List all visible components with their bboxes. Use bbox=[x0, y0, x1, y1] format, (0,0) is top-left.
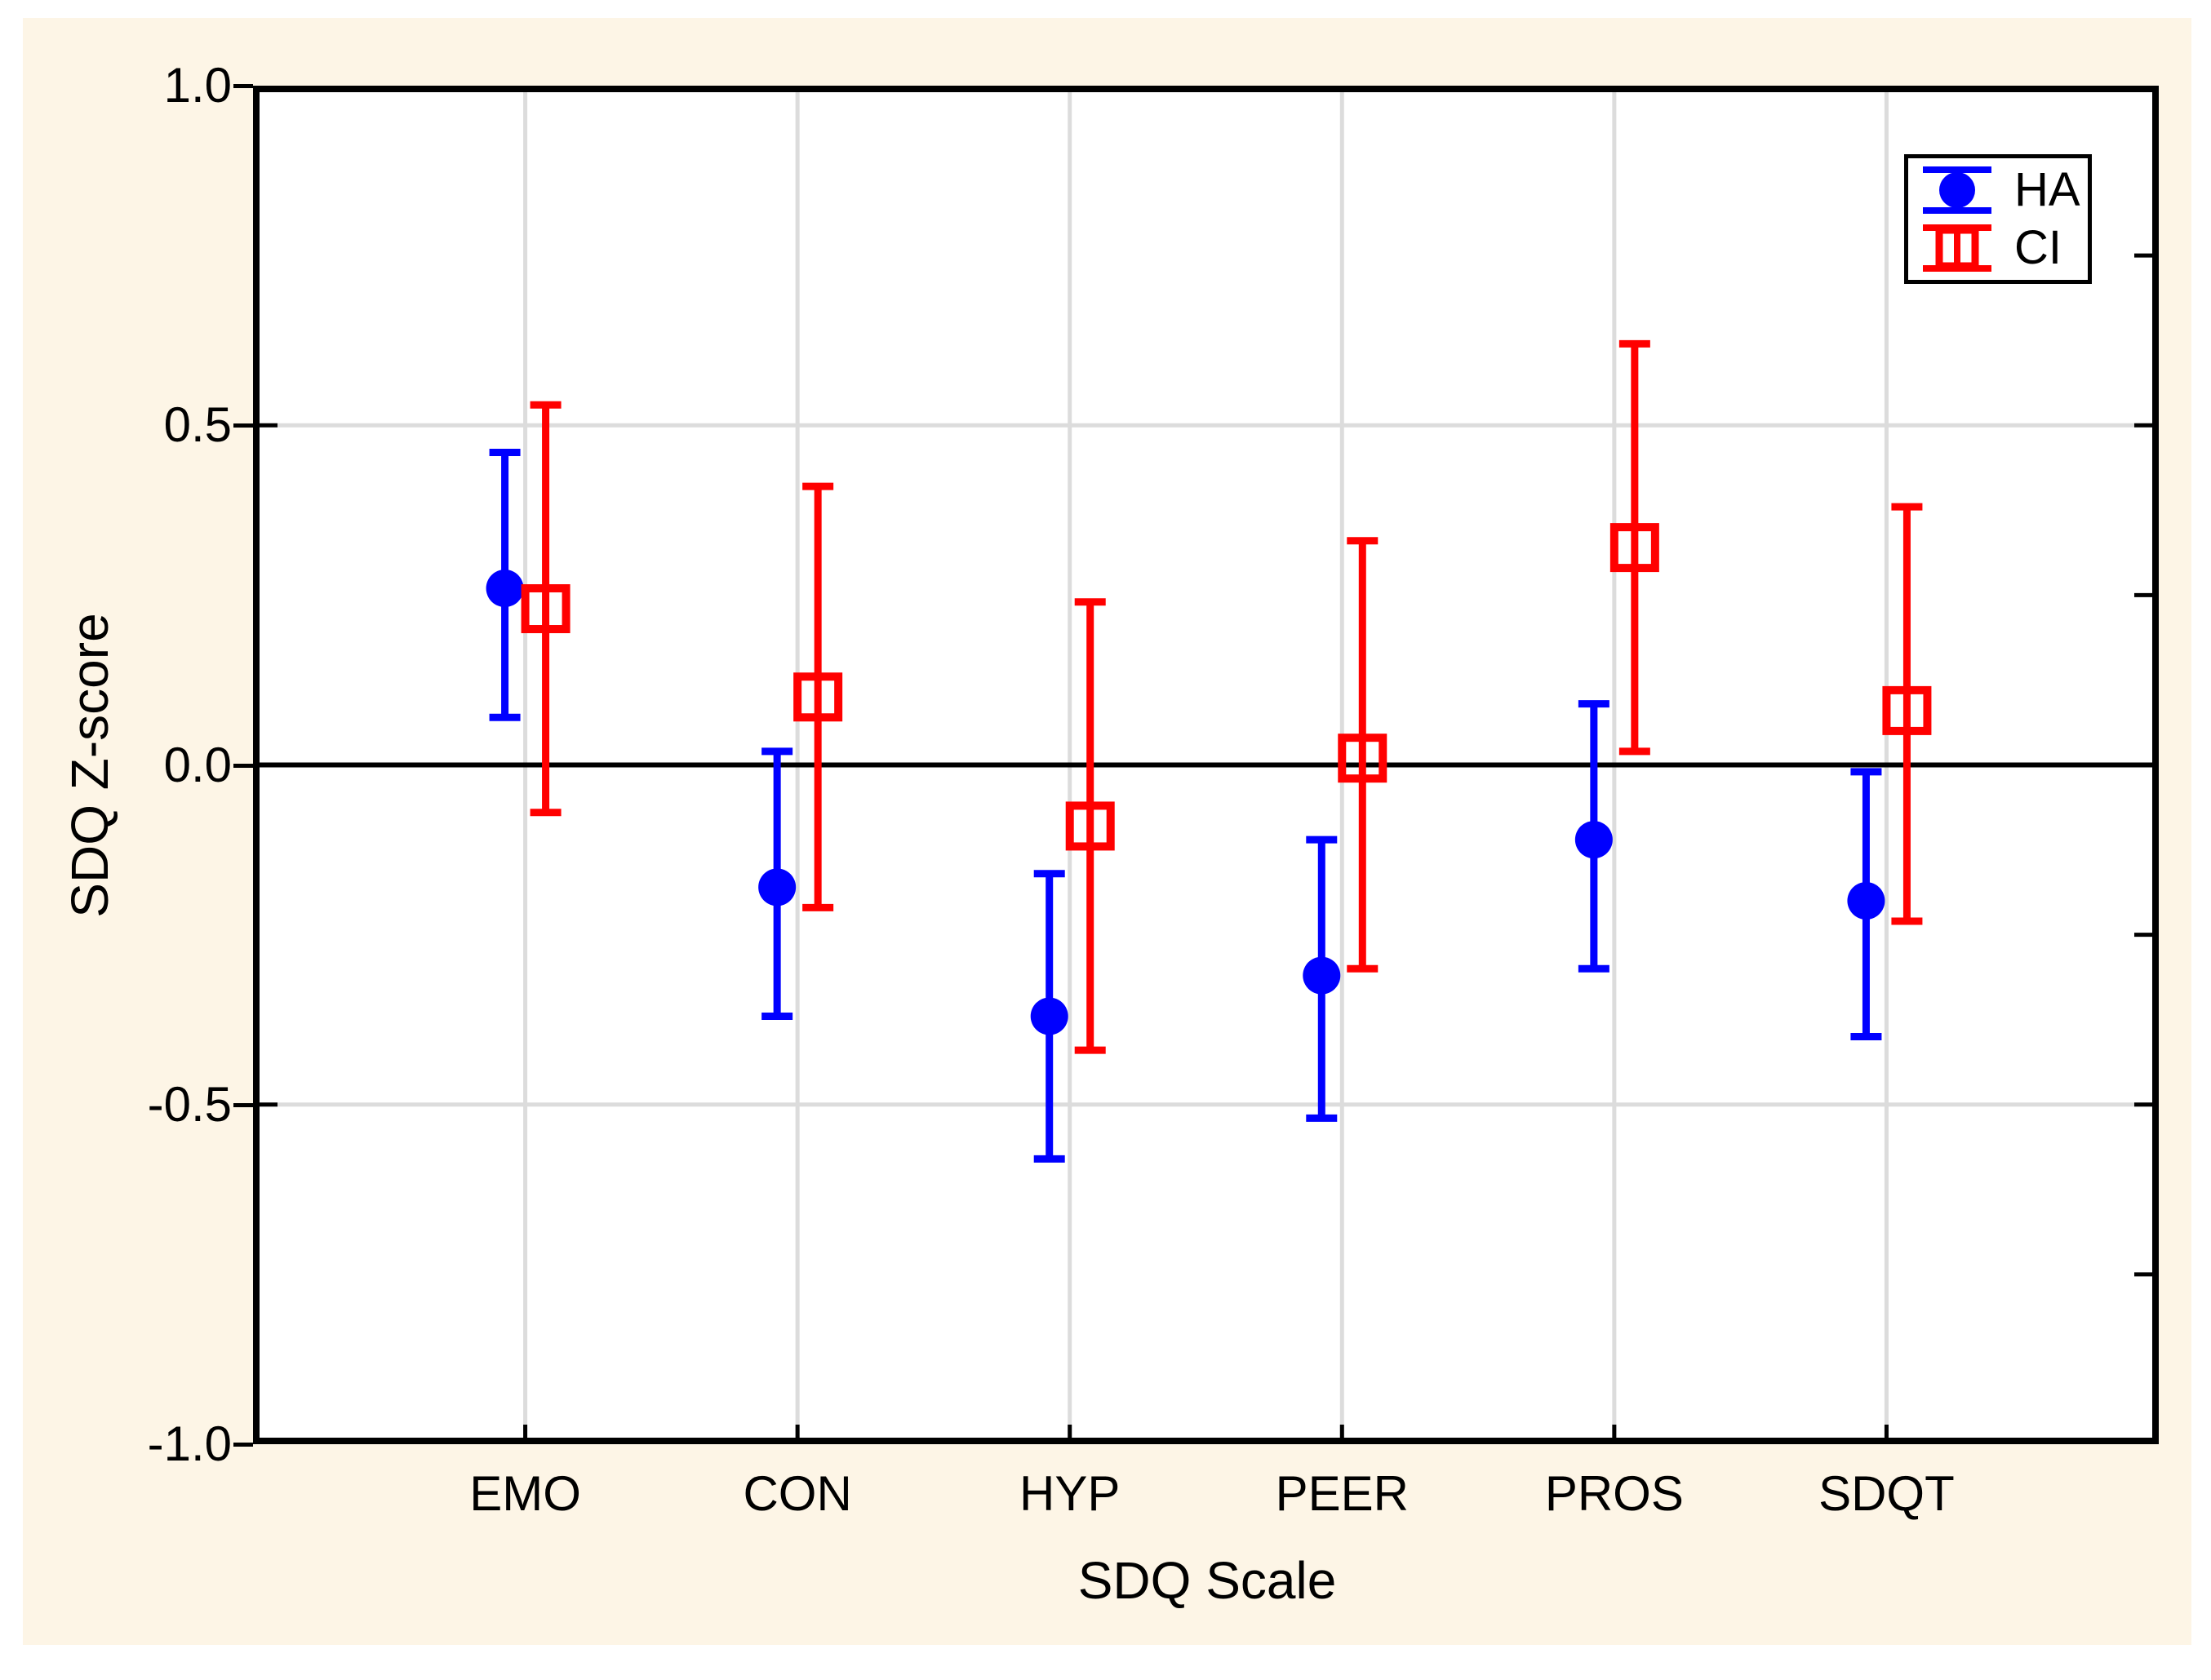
legend-entry-ha: HA bbox=[1920, 163, 2088, 217]
y-tick-label: 0.5 bbox=[163, 397, 232, 453]
plot-border bbox=[253, 86, 2159, 1444]
x-tick-label-pros: PROS bbox=[1544, 1466, 1684, 1521]
ci-marker bbox=[1065, 801, 1115, 851]
ha-marker bbox=[1030, 997, 1068, 1035]
ha-marker bbox=[1847, 882, 1885, 920]
y-tick-mark bbox=[233, 423, 253, 428]
ci-marker bbox=[1882, 685, 1932, 735]
legend-square-marker bbox=[1935, 226, 1979, 270]
legend-circle-marker bbox=[1939, 172, 1975, 209]
ci-marker-icon bbox=[1923, 224, 1991, 272]
x-axis-title: SDQ Scale bbox=[1077, 1551, 1337, 1610]
legend: HA CI bbox=[1904, 154, 2092, 284]
ci-marker bbox=[793, 672, 843, 722]
x-tick-label-hyp: HYP bbox=[1019, 1466, 1121, 1521]
ci-marker bbox=[521, 584, 571, 634]
y-tick-mark bbox=[233, 84, 253, 88]
ci-marker bbox=[1609, 523, 1659, 573]
x-tick-label-con: CON bbox=[743, 1466, 852, 1521]
ha-marker-icon bbox=[1923, 166, 1991, 215]
ha-marker bbox=[1303, 956, 1341, 995]
y-tick-label: 0.0 bbox=[163, 737, 232, 792]
ha-marker bbox=[758, 868, 797, 906]
y-tick-label: -1.0 bbox=[147, 1416, 232, 1471]
ha-marker bbox=[486, 570, 524, 608]
y-tick-label: 1.0 bbox=[163, 58, 232, 113]
chart-panel: SDQ Z-score 1.0 0.5 0.0 -0.5 -1.0 EMO CON HYP P… bbox=[23, 18, 2191, 1645]
x-tick-label-sdqt: SDQT bbox=[1818, 1466, 1955, 1521]
legend-label-ci: CI bbox=[2014, 220, 2062, 274]
y-tick-label: -0.5 bbox=[147, 1076, 232, 1132]
legend-label-ha: HA bbox=[2014, 163, 2080, 217]
y-tick-mark bbox=[233, 1102, 253, 1107]
ha-marker bbox=[1574, 821, 1613, 859]
y-tick-mark bbox=[233, 763, 253, 768]
x-tick-label-peer: PEER bbox=[1275, 1466, 1409, 1521]
legend-entry-ci: CI bbox=[1920, 221, 2088, 275]
y-tick-mark bbox=[233, 1443, 253, 1447]
ci-marker bbox=[1338, 734, 1387, 783]
plot-area bbox=[253, 86, 2159, 1444]
x-tick-label-emo: EMO bbox=[469, 1466, 581, 1521]
